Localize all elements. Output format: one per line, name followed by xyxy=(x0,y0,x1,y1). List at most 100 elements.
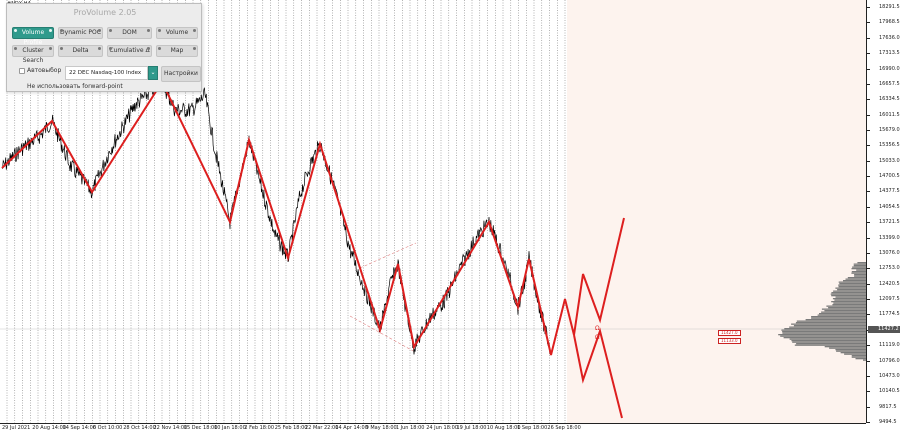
price-tick-label: 13399.0 xyxy=(867,235,900,241)
volume-profile-bar xyxy=(778,334,866,336)
dynamic-poc-button[interactable]: Dynamic POC xyxy=(58,27,103,39)
price-tick-label: 13076.0 xyxy=(867,250,900,256)
volume-profile-label: Volume Profile xyxy=(21,29,45,46)
volume-label: Volume xyxy=(165,29,189,36)
price-tick-label: 17313.5 xyxy=(867,50,900,56)
indicator-icon xyxy=(147,29,150,32)
volume-profile-bar xyxy=(853,263,866,265)
time-tick-label: 14 Sep 14:00 xyxy=(62,425,96,431)
indicator-icon xyxy=(158,47,161,50)
volume-profile-bar xyxy=(791,340,866,342)
delta-button[interactable]: Delta xyxy=(58,45,103,57)
indicator-icon xyxy=(14,47,17,50)
volume-profile-bar xyxy=(783,337,866,339)
level-box-lower[interactable]: 11133.0 xyxy=(718,338,741,344)
cluster-search-button[interactable]: Cluster Search xyxy=(12,45,54,64)
map-button[interactable]: Map xyxy=(156,45,198,57)
volume-profile xyxy=(778,262,866,361)
volume-profile-bar xyxy=(805,319,866,321)
chevron-down-icon[interactable]: ⌄ xyxy=(148,66,158,80)
volume-profile-bar xyxy=(789,326,866,328)
provolume-panel[interactable]: ProVolume 2.05 Volume Profile Dynamic PO… xyxy=(6,3,202,92)
volume-button[interactable]: Volume xyxy=(156,27,198,39)
volume-profile-button[interactable]: Volume Profile xyxy=(12,27,54,46)
volume-profile-bar xyxy=(844,353,866,355)
time-tick-label: 20 Aug 14:00 xyxy=(32,425,67,431)
price-tick-label: 13721.5 xyxy=(867,219,900,225)
volume-profile-bar xyxy=(839,283,866,285)
time-tick-label: 19 Jul 18:00 xyxy=(456,425,487,431)
projection-lower-line xyxy=(573,327,623,419)
cumulative-delta-button[interactable]: Cumulative Δ xyxy=(107,45,152,57)
price-tick-label: 11774.5 xyxy=(867,311,900,317)
volume-profile-bar xyxy=(843,280,866,282)
volume-profile-bar xyxy=(863,359,866,361)
indicator-icon xyxy=(98,47,101,50)
time-scale[interactable]: 29 Jul 2021 20 Aug 14:00 14 Sep 14:00 6 Oct… xyxy=(0,423,866,435)
indicator-icon xyxy=(49,47,52,50)
price-tick-label: 15679.0 xyxy=(867,127,900,133)
volume-profile-bar xyxy=(821,311,866,313)
level-box-upper[interactable]: 11427.0 xyxy=(718,330,741,336)
price-tick-label: 15033.0 xyxy=(867,158,900,164)
volume-profile-bar xyxy=(840,352,866,354)
price-tick-label: 17636.0 xyxy=(867,35,900,41)
projection-area xyxy=(567,0,866,423)
cumulative-delta-label: Cumulative Δ xyxy=(109,47,150,54)
volume-profile-bar xyxy=(833,290,866,292)
volume-profile-bar xyxy=(832,298,866,300)
time-tick-label: 9 May 18:00 xyxy=(365,425,397,431)
indicator-icon xyxy=(109,29,112,32)
volume-profile-bar xyxy=(796,320,866,322)
time-tick-label: 14 Apr 14:00 xyxy=(335,425,368,431)
indicator-icon xyxy=(60,29,63,32)
volume-profile-bar xyxy=(821,308,866,310)
volume-profile-bar xyxy=(824,346,866,348)
indicator-icon xyxy=(109,47,112,50)
volume-profile-bar xyxy=(792,341,866,343)
volume-profile-bar xyxy=(796,343,866,345)
indicator-icon xyxy=(147,47,150,50)
time-tick-label: 22 Mar 22:00 xyxy=(305,425,339,431)
price-tick-label: 17968.5 xyxy=(867,19,900,25)
volume-profile-bar xyxy=(851,272,866,274)
time-tick-label: 1 Sep 18:00 xyxy=(517,425,548,431)
time-tick-label: 26 Sep 18:00 xyxy=(547,425,581,431)
current-price-badge: 11427.2 xyxy=(868,326,900,333)
volume-profile-bar xyxy=(851,268,866,270)
price-line xyxy=(1,77,552,355)
price-tick-label: 11119.0 xyxy=(867,342,900,348)
volume-profile-bar xyxy=(857,262,866,264)
dom-button[interactable]: DOM xyxy=(107,27,152,39)
volume-profile-bar xyxy=(833,302,866,304)
volume-profile-bar xyxy=(837,289,866,291)
volume-profile-bar xyxy=(793,325,866,327)
volume-profile-bar xyxy=(856,269,866,271)
price-tick-label: 14054.5 xyxy=(867,204,900,210)
symbol-select[interactable]: 22 DEC Nasdaq-100 Index xyxy=(65,66,148,80)
volume-profile-bar xyxy=(851,356,866,358)
volume-profile-bar xyxy=(784,328,866,330)
zigzag-line xyxy=(1,79,625,356)
volume-profile-bar xyxy=(838,286,866,288)
forward-point-label: Не использовать forward-point xyxy=(27,83,123,90)
volume-profile-bar xyxy=(824,310,866,312)
volume-profile-bar xyxy=(836,350,866,352)
settings-button[interactable]: Настройки xyxy=(161,66,201,82)
volume-profile-bar xyxy=(831,292,866,294)
volume-profile-bar xyxy=(782,332,866,334)
auto-select-checkbox[interactable] xyxy=(19,68,25,74)
delta-label: Delta xyxy=(72,47,89,54)
channel-lower-line xyxy=(349,315,416,353)
time-tick-label: 25 Feb 18:00 xyxy=(274,425,308,431)
time-tick-label: 22 Nov 14:00 xyxy=(153,425,188,431)
volume-profile-bar xyxy=(831,295,866,297)
price-scale[interactable]: 18291.5 17968.5 17636.0 17313.5 16990.0 16657… xyxy=(866,0,900,425)
volume-profile-bar xyxy=(838,281,866,283)
indicator-icon xyxy=(193,47,196,50)
volume-profile-bar xyxy=(826,305,866,307)
price-tick-label: 14700.5 xyxy=(867,173,900,179)
volume-profile-bar xyxy=(835,296,866,298)
volume-profile-bar xyxy=(791,323,866,325)
